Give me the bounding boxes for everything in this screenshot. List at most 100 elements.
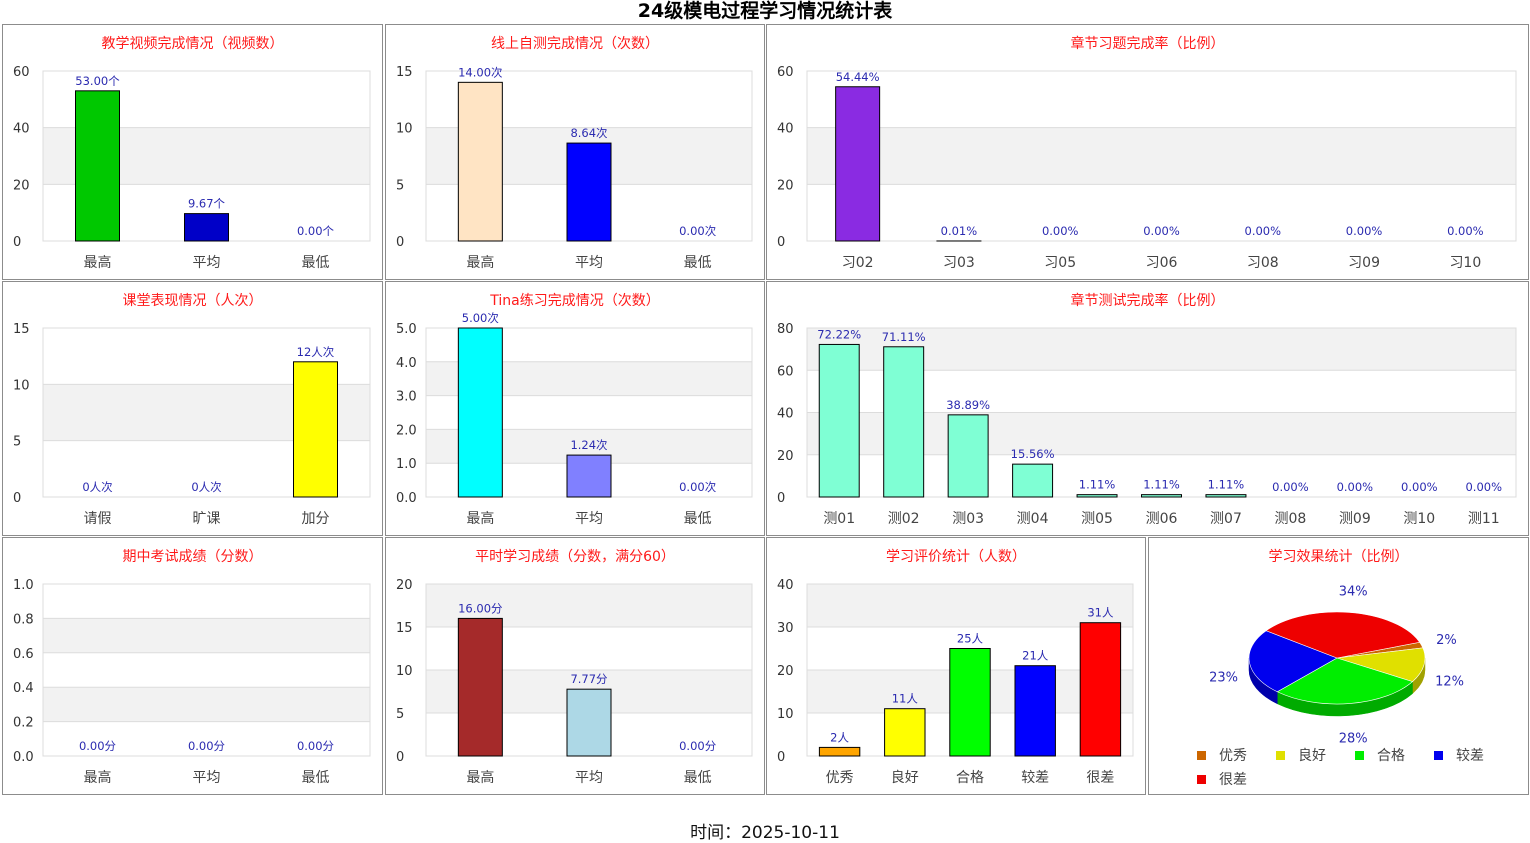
y-tick-label: 80 (777, 322, 794, 337)
y-tick-label: 4.0 (396, 356, 417, 371)
y-tick-label: 2.0 (396, 423, 417, 438)
grid-band (807, 71, 1516, 128)
y-tick-label: 20 (777, 449, 794, 464)
bar-value-label: 31人 (1087, 606, 1114, 620)
legend-label: 较差 (1456, 748, 1484, 764)
bar (1077, 495, 1117, 497)
bar-value-label: 0.00次 (679, 224, 717, 238)
y-tick-label: 40 (777, 578, 794, 593)
grid-band (43, 584, 370, 618)
bar (185, 214, 229, 241)
y-tick-label: 0 (777, 235, 785, 250)
x-category-label: 最低 (302, 255, 330, 271)
y-tick-label: 60 (13, 65, 30, 80)
y-tick-label: 15 (13, 322, 30, 337)
bar-value-label: 0.00分 (188, 739, 226, 753)
y-tick-label: 10 (777, 707, 794, 722)
y-tick-label: 0.6 (13, 647, 34, 662)
x-category-label: 习02 (842, 255, 874, 271)
bar (458, 328, 502, 497)
bar (1142, 495, 1182, 497)
bar-value-label: 21人 (1022, 649, 1049, 663)
bar (1015, 666, 1055, 756)
bar-value-label: 2人 (830, 730, 849, 744)
x-category-label: 测08 (1274, 511, 1306, 527)
grid-band (43, 618, 370, 652)
x-category-label: 习03 (943, 255, 975, 271)
y-tick-label: 0 (777, 491, 785, 506)
x-category-label: 最低 (302, 770, 330, 786)
bar-value-label: 5.00次 (462, 311, 500, 325)
bar (458, 82, 502, 241)
x-category-label: 习10 (1449, 255, 1481, 271)
x-category-label: 平均 (193, 255, 221, 271)
y-tick-label: 20 (777, 664, 794, 679)
x-category-label: 测04 (1017, 511, 1049, 527)
bar-value-label: 71.11% (882, 330, 926, 344)
pie-slice-label: 34% (1339, 585, 1368, 600)
x-category-label: 较差 (1021, 770, 1049, 786)
x-category-label: 平均 (575, 511, 603, 527)
bar-value-label: 1.24次 (570, 438, 608, 452)
bar-value-label: 0.00% (1465, 480, 1502, 494)
bar-value-label: 1.11% (1208, 478, 1245, 492)
bar-value-label: 54.44% (836, 70, 880, 84)
y-tick-label: 0.0 (13, 750, 34, 765)
page-title: 24级模电过程学习情况统计表 (0, 0, 1530, 22)
legend-label: 合格 (1377, 748, 1405, 764)
y-tick-label: 0 (777, 750, 785, 765)
x-category-label: 测07 (1210, 511, 1242, 527)
x-category-label: 最低 (684, 255, 712, 271)
y-tick-label: 5 (396, 707, 404, 722)
y-tick-label: 15 (396, 621, 413, 636)
bar-value-label: 0.00分 (297, 739, 335, 753)
bar-value-label: 72.22% (817, 327, 861, 341)
bar (884, 347, 924, 497)
x-category-label: 习08 (1247, 255, 1279, 271)
x-category-label: 最高 (84, 254, 112, 271)
y-tick-label: 0.2 (13, 716, 34, 731)
bar-value-label: 0.00分 (79, 739, 117, 753)
bar (294, 362, 338, 497)
grid-band (43, 687, 370, 721)
bar (885, 709, 925, 756)
bar-value-label: 16.00分 (458, 601, 503, 615)
y-tick-label: 60 (777, 364, 794, 379)
x-category-label: 良好 (891, 770, 919, 786)
y-tick-label: 20 (777, 178, 794, 193)
bar (819, 747, 859, 756)
x-category-label: 最高 (466, 510, 494, 527)
bar-value-label: 8.64次 (570, 126, 608, 140)
legend-label: 良好 (1298, 748, 1326, 764)
x-category-label: 平均 (575, 255, 603, 271)
x-category-label: 平均 (575, 770, 603, 786)
bar-value-label: 0.00% (1245, 224, 1282, 238)
legend-swatch (1355, 751, 1364, 760)
pie-slice-label: 2% (1436, 633, 1457, 648)
bar-value-label: 0.00分 (679, 739, 717, 753)
y-tick-label: 30 (777, 621, 794, 636)
x-category-label: 平均 (193, 770, 221, 786)
y-tick-label: 10 (396, 664, 413, 679)
bar (1080, 623, 1120, 756)
bar-value-label: 0.00% (1143, 224, 1180, 238)
y-tick-label: 0.0 (396, 491, 417, 506)
bar (567, 455, 611, 497)
bar-value-label: 0.00% (1272, 480, 1309, 494)
bar (948, 415, 988, 497)
bar-value-label: 14.00次 (458, 65, 503, 79)
bar-value-label: 15.56% (1011, 447, 1055, 461)
bar-value-label: 1.11% (1143, 478, 1180, 492)
bar-value-label: 0人次 (82, 480, 113, 494)
bar-value-label: 12人次 (297, 345, 335, 359)
